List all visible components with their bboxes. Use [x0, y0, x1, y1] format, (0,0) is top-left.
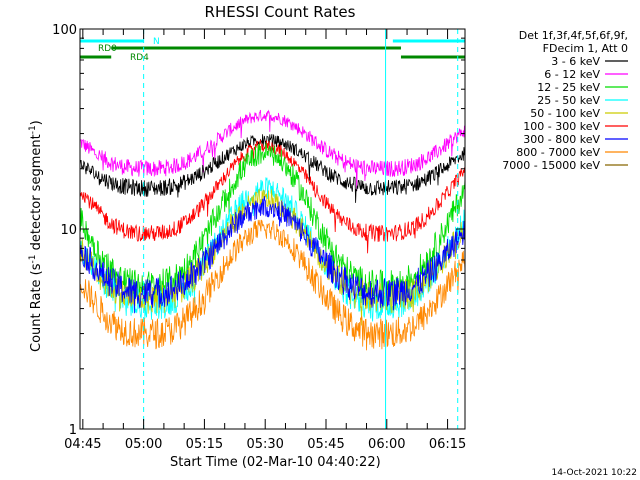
series-line-1 — [79, 109, 466, 192]
y-axis-label-exponent-1: -1 — [28, 254, 38, 263]
y-axis-label-exponent-2: -1 — [28, 125, 38, 134]
legend-label-1: 6 - 12 keV — [544, 68, 600, 81]
x-tick-label-0: 04:45 — [64, 437, 101, 452]
y-axis-label-main: Count Rate (s — [29, 263, 44, 352]
segment-label-rd0: RD0 — [98, 44, 117, 54]
series-line-5 — [79, 139, 466, 254]
generation-timestamp: 14-Oct-2021 10:22 — [552, 468, 637, 478]
series-line-6 — [79, 195, 466, 314]
x-tick-label-3: 05:30 — [246, 437, 283, 452]
segment-label-n: N — [153, 37, 160, 47]
legend-label-4: 50 - 100 keV — [530, 107, 600, 120]
x-tick-label-2: 05:15 — [186, 437, 223, 452]
plot-data-layer — [79, 109, 466, 351]
legend-label-5: 100 - 300 keV — [523, 120, 600, 133]
chart-title: RHESSI Count Rates — [205, 3, 356, 21]
y-axis-ticks: 1 10 100 — [52, 23, 465, 438]
y-axis-label-middle: detector segment — [29, 134, 44, 254]
y-tick-label-1: 10 — [60, 223, 77, 238]
legend-label-7: 800 - 7000 keV — [516, 146, 600, 159]
legend: Det 1f,3f,4f,5f,6f,9f, FDecim 1, Att 0 3… — [502, 29, 628, 172]
y-axis-label-end: ) — [29, 120, 44, 125]
legend-label-3: 25 - 50 keV — [537, 94, 600, 107]
y-axis-label: Count Rate (s-1 detector segment-1) — [28, 120, 44, 352]
segment-label-rd4: RD4 — [130, 53, 149, 63]
x-tick-label-4: 05:45 — [307, 437, 344, 452]
legend-header-line-1: Det 1f,3f,4f,5f,6f,9f, — [519, 29, 628, 42]
legend-label-2: 12 - 25 keV — [537, 81, 600, 94]
x-tick-label-1: 05:00 — [125, 437, 162, 452]
x-axis-ticks: 04:45 05:00 05:15 05:30 05:45 06:00 06:15 — [64, 29, 466, 452]
y-tick-label-2: 100 — [52, 23, 77, 38]
legend-label-0: 3 - 6 keV — [551, 55, 600, 68]
legend-header-line-2: FDecim 1, Att 0 — [543, 42, 628, 55]
legend-label-8: 7000 - 15000 keV — [502, 159, 600, 172]
attenuator-segment-layer: N RD0 RD4 — [80, 37, 465, 63]
x-tick-label-5: 06:00 — [368, 437, 405, 452]
x-tick-label-6: 06:15 — [429, 437, 466, 452]
legend-label-6: 300 - 800 keV — [523, 133, 600, 146]
x-axis-label: Start Time (02-Mar-10 04:40:22) — [170, 455, 381, 470]
y-tick-label-0: 1 — [69, 423, 77, 438]
series-line-7 — [79, 219, 466, 351]
